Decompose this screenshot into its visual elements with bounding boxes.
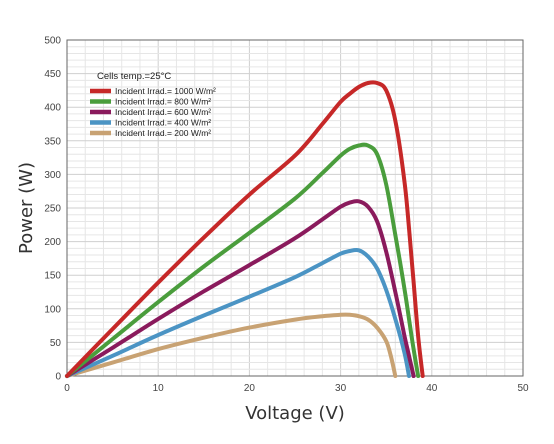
plot-frame — [66, 39, 524, 377]
x-axis-title: Voltage (V) — [245, 403, 345, 424]
series-line-4 — [65, 247, 411, 378]
y-tick-label: 200 — [44, 237, 61, 248]
y-tick-label: 100 — [44, 304, 61, 315]
series-line-5 — [65, 312, 398, 378]
x-tick-label: 0 — [64, 383, 70, 394]
x-tick-label: 50 — [517, 383, 529, 394]
y-tick-label: 500 — [44, 36, 61, 47]
y-tick-label: 50 — [50, 338, 62, 349]
y-tick-label: 0 — [55, 372, 61, 383]
legend-label: Incident Irrad.= 200 W/m² — [115, 128, 211, 138]
y-tick-label: 350 — [44, 136, 61, 147]
legend: Cells temp.=25°C Incident Irrad.= 1000 W… — [90, 71, 216, 138]
series-line-2 — [65, 142, 421, 378]
x-tick-label: 40 — [426, 383, 438, 394]
y-tick-label: 400 — [44, 103, 61, 114]
y-tick-label: 450 — [44, 69, 61, 80]
y-tick-label: 250 — [44, 204, 61, 215]
x-tick-label: 20 — [244, 383, 256, 394]
y-axis-title: Power (W) — [16, 162, 37, 254]
series-lines — [65, 80, 425, 378]
tick-labels: 0 10 20 30 40 5005010015020025030035040045050… — [44, 36, 529, 395]
legend-label: Incident Irrad.= 1000 W/m² — [115, 86, 216, 96]
x-tick-label: 30 — [335, 383, 347, 394]
grid-lines — [67, 40, 523, 376]
series-line-3 — [65, 199, 416, 378]
legend-label: Incident Irrad.= 400 W/m² — [115, 118, 211, 128]
x-tick-label: 10 — [153, 383, 165, 394]
legend-label: Incident Irrad.= 600 W/m² — [115, 107, 211, 117]
y-tick-label: 300 — [44, 170, 61, 181]
legend-label: Incident Irrad.= 800 W/m² — [115, 97, 211, 107]
series-line-1 — [65, 80, 425, 378]
annotation-cells-temp: Cells temp.=25°C — [97, 71, 171, 82]
y-tick-label: 150 — [44, 271, 61, 282]
